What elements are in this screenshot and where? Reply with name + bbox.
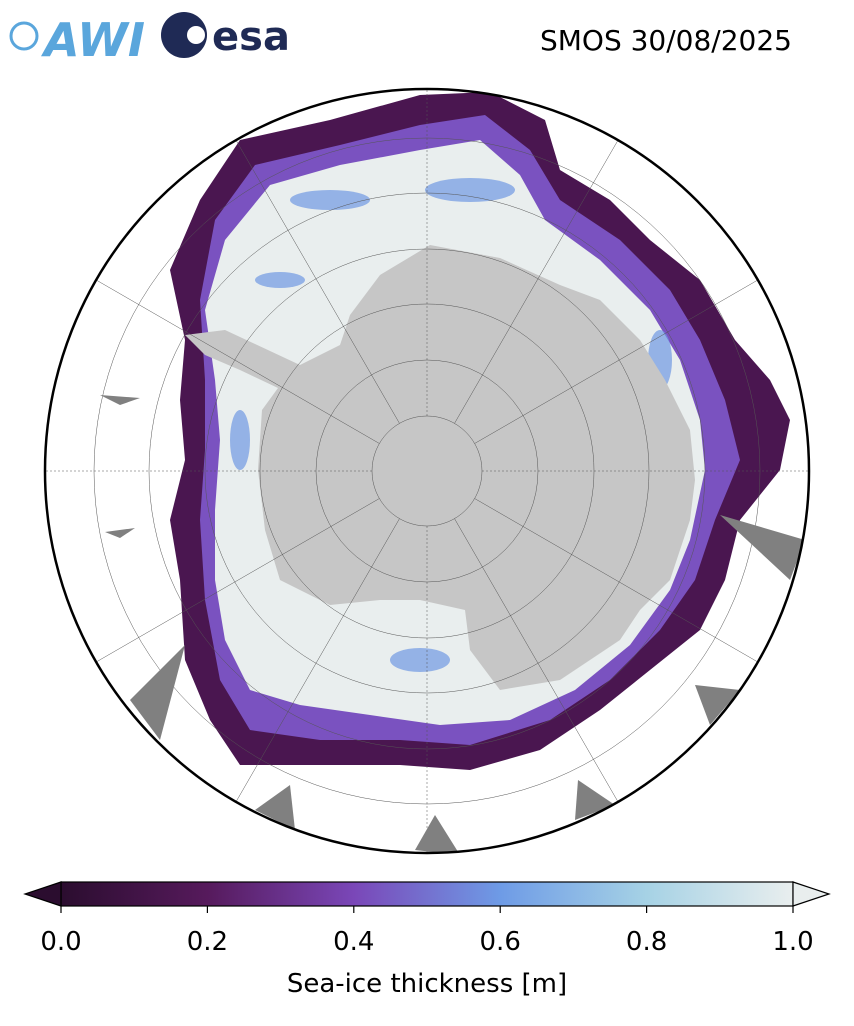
colorbar-tick-label: 1.0 <box>772 927 813 957</box>
esa-emblem-dot <box>187 26 205 44</box>
esa-emblem <box>161 12 207 58</box>
title: SMOS 30/08/2025 <box>540 24 792 57</box>
land-patch <box>130 645 185 740</box>
graticule <box>45 89 809 853</box>
land-patch <box>720 515 805 580</box>
meridian <box>454 518 623 809</box>
colorbar-label: Sea-ice thickness [m] <box>287 969 567 999</box>
map <box>45 89 809 853</box>
colorbar-extend-min <box>23 881 62 907</box>
land <box>100 395 805 853</box>
land-patch <box>415 815 460 853</box>
meridian <box>231 133 400 424</box>
awi-logo: AWI <box>9 13 145 67</box>
parallel <box>148 192 706 750</box>
colorbar-tick-label: 0.8 <box>626 927 667 957</box>
land-patch <box>105 528 135 538</box>
land-patch <box>695 685 740 725</box>
awi-text: AWI <box>41 13 145 67</box>
meridian <box>231 518 400 809</box>
ice-patch <box>230 410 250 470</box>
meridian <box>89 275 380 444</box>
antarctica <box>185 245 695 690</box>
meridian <box>454 133 623 424</box>
esa-text: esa <box>212 14 290 60</box>
ice-patches <box>230 178 672 672</box>
ice-patch <box>290 190 370 210</box>
esa-logo: esa <box>161 12 290 60</box>
colorbar-extend-max <box>792 881 831 907</box>
meridian <box>474 498 765 667</box>
parallel <box>204 248 650 694</box>
ice-patch <box>425 178 515 202</box>
ice-patch <box>255 272 305 288</box>
land-patch <box>100 395 140 405</box>
land-patch <box>255 785 295 830</box>
ice-patch <box>390 648 450 672</box>
land-patch <box>575 780 615 820</box>
colorbar: 0.0 0.2 0.4 0.6 0.8 1.0 <box>23 881 831 957</box>
map-boundary <box>43 87 811 855</box>
colorbar-tick-label: 0.2 <box>187 927 228 957</box>
colorbar-gradient <box>60 881 794 907</box>
colorbar-tick-label: 0.0 <box>40 927 81 957</box>
colorbar-tick-label: 0.6 <box>480 927 521 957</box>
colorbar-tick-label: 0.4 <box>333 927 374 957</box>
meridian <box>474 275 765 444</box>
meridian <box>89 498 380 667</box>
awi-emblem <box>9 21 39 51</box>
